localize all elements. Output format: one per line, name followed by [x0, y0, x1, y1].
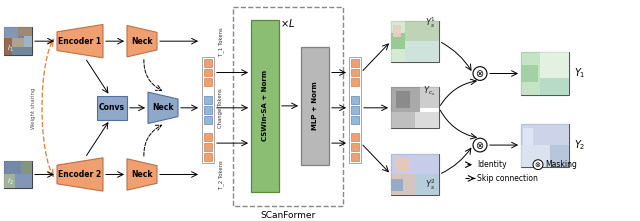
- Bar: [204, 96, 212, 104]
- Bar: [351, 59, 359, 67]
- Text: Identity: Identity: [477, 160, 507, 169]
- Text: Neck: Neck: [131, 170, 153, 179]
- Bar: [391, 21, 405, 62]
- Text: Change Tokens: Change Tokens: [218, 88, 223, 128]
- Polygon shape: [57, 25, 103, 58]
- Bar: [251, 20, 279, 192]
- Bar: [204, 106, 212, 114]
- Polygon shape: [127, 25, 157, 57]
- Text: Encoder 2: Encoder 2: [58, 170, 102, 179]
- Text: $\otimes$: $\otimes$: [534, 160, 541, 169]
- Bar: [204, 133, 212, 141]
- Text: $I_2$: $I_2$: [7, 177, 13, 187]
- Bar: [540, 78, 569, 95]
- Bar: [521, 52, 540, 95]
- Bar: [351, 143, 359, 151]
- Bar: [24, 36, 32, 47]
- Bar: [415, 174, 439, 195]
- Bar: [15, 174, 32, 188]
- Bar: [524, 128, 533, 145]
- Bar: [204, 143, 212, 151]
- Bar: [521, 52, 569, 95]
- Circle shape: [473, 138, 487, 152]
- Text: Masking: Masking: [545, 160, 577, 169]
- Bar: [351, 96, 359, 104]
- Bar: [391, 174, 415, 195]
- Polygon shape: [127, 159, 157, 190]
- Text: $\times L$: $\times L$: [280, 17, 296, 29]
- Text: Skip connection: Skip connection: [477, 174, 538, 183]
- Bar: [12, 38, 24, 47]
- Bar: [4, 161, 32, 188]
- Text: T_1 Tokens: T_1 Tokens: [218, 27, 224, 55]
- Bar: [521, 65, 538, 82]
- Bar: [391, 21, 439, 62]
- Text: Weight sharing: Weight sharing: [31, 87, 36, 129]
- Bar: [396, 91, 410, 108]
- Bar: [20, 161, 32, 174]
- Bar: [351, 153, 359, 161]
- Bar: [420, 87, 439, 108]
- Bar: [415, 112, 439, 128]
- Text: $\otimes$: $\otimes$: [476, 68, 484, 79]
- Polygon shape: [57, 158, 103, 191]
- Bar: [394, 25, 401, 37]
- Text: $Y_1$: $Y_1$: [574, 67, 586, 80]
- Bar: [351, 106, 359, 114]
- Text: $Y_s^1$: $Y_s^1$: [425, 15, 436, 30]
- Text: SCanFormer: SCanFormer: [260, 211, 316, 220]
- Bar: [540, 52, 569, 78]
- Text: Convs: Convs: [99, 103, 125, 112]
- Text: MLP + Norm: MLP + Norm: [312, 82, 318, 130]
- Bar: [351, 78, 359, 86]
- Bar: [4, 174, 15, 188]
- Bar: [4, 38, 12, 55]
- Bar: [204, 59, 212, 67]
- Text: $I_1$: $I_1$: [7, 44, 13, 54]
- Bar: [391, 87, 420, 112]
- Text: Neck: Neck: [152, 103, 173, 112]
- Text: $Y_s^2$: $Y_s^2$: [425, 177, 436, 192]
- Bar: [521, 145, 550, 167]
- Bar: [521, 124, 569, 167]
- Bar: [204, 153, 212, 161]
- Bar: [391, 179, 403, 191]
- Text: Encoder 1: Encoder 1: [58, 37, 102, 46]
- Bar: [4, 161, 20, 174]
- Circle shape: [533, 160, 543, 170]
- Bar: [391, 87, 439, 128]
- Text: CSWin-SA + Norm: CSWin-SA + Norm: [262, 70, 268, 141]
- Bar: [204, 78, 212, 86]
- Bar: [204, 116, 212, 124]
- Text: $Y_{c_s}$: $Y_{c_s}$: [423, 84, 435, 98]
- Bar: [405, 21, 439, 41]
- Bar: [391, 154, 439, 195]
- Text: Neck: Neck: [131, 37, 153, 46]
- Text: $Y_2$: $Y_2$: [574, 138, 586, 152]
- Bar: [521, 124, 569, 145]
- Bar: [391, 33, 405, 50]
- Bar: [4, 27, 32, 55]
- Bar: [233, 7, 343, 206]
- Bar: [351, 116, 359, 124]
- Circle shape: [473, 67, 487, 80]
- Bar: [4, 27, 18, 38]
- Polygon shape: [148, 92, 178, 124]
- Text: $\otimes$: $\otimes$: [476, 140, 484, 151]
- Bar: [12, 47, 32, 55]
- Bar: [396, 158, 410, 172]
- Bar: [351, 69, 359, 76]
- Bar: [18, 27, 32, 36]
- Bar: [202, 57, 214, 163]
- Bar: [391, 112, 415, 128]
- Bar: [97, 96, 127, 120]
- Bar: [204, 69, 212, 76]
- Bar: [301, 47, 329, 165]
- Bar: [405, 41, 439, 62]
- Bar: [351, 133, 359, 141]
- Bar: [349, 57, 361, 163]
- Bar: [391, 154, 439, 174]
- Bar: [550, 145, 569, 167]
- Text: T_2 Tokens: T_2 Tokens: [218, 160, 224, 189]
